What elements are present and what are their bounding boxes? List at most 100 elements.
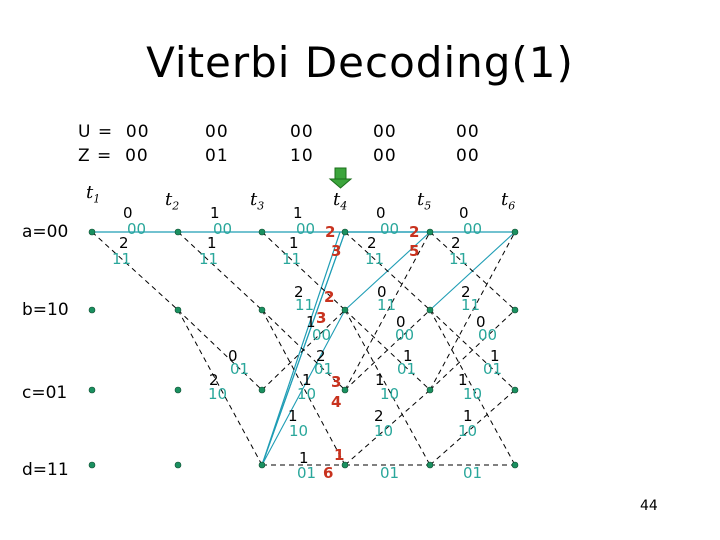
u-row-value: 00 — [290, 122, 314, 142]
branch-line — [177, 309, 263, 391]
codeword-label: 11 — [199, 250, 218, 268]
branch-metric-label: 1 — [288, 407, 298, 425]
branch-line — [261, 309, 346, 466]
path-metric-label: 3 — [331, 373, 341, 391]
z-row-value: 00 — [373, 146, 397, 166]
state-label-d: d=11 — [22, 460, 69, 480]
time-label-t6: t6 — [501, 189, 516, 213]
branch-metric-label: 0 — [123, 204, 133, 222]
branch-metric-label: 0 — [376, 204, 386, 222]
codeword-label: 01 — [297, 464, 316, 482]
branch-metric-label: 2 — [451, 234, 461, 252]
branch-metric-label: 2 — [374, 407, 384, 425]
codeword-label: 10 — [208, 385, 227, 403]
branch-metric-label: 2 — [294, 283, 304, 301]
branch-line — [344, 389, 431, 466]
branch-line — [261, 231, 346, 466]
branch-metric-label: 2 — [367, 234, 377, 252]
trellis-node — [511, 461, 519, 469]
codeword-label: 01 — [230, 360, 249, 378]
codeword-label: 11 — [282, 250, 301, 268]
trellis-node — [426, 386, 434, 394]
branch-metric-label: 0 — [396, 313, 406, 331]
trellis-node — [88, 306, 96, 314]
codeword-label: 11 — [112, 250, 131, 268]
branch-metric-label: 1 — [490, 347, 500, 365]
branch-line — [177, 231, 263, 311]
branch-line — [261, 231, 341, 466]
u-row-label: U = 00 — [78, 122, 150, 142]
codeword-label: 01 — [463, 464, 482, 482]
branch-metric-label: 1 — [375, 371, 385, 389]
branch-line — [429, 309, 516, 466]
branch-line — [344, 309, 431, 391]
z-row-value: 01 — [205, 146, 229, 166]
codeword-label: 00 — [213, 220, 232, 238]
branch-line — [429, 231, 516, 391]
trellis-node — [426, 461, 434, 469]
u-row-value: 00 — [205, 122, 229, 142]
path-metric-label: 4 — [331, 393, 341, 411]
branch-metric-label: 1 — [403, 347, 413, 365]
time-label-t3: t3 — [250, 189, 265, 213]
branch-metric-label: 1 — [299, 449, 309, 467]
trellis-node — [174, 386, 182, 394]
branch-line — [177, 309, 263, 466]
trellis-node — [341, 306, 349, 314]
branch-metric-label: 0 — [377, 283, 387, 301]
codeword-label: 01 — [483, 360, 502, 378]
codeword-label: 00 — [312, 326, 331, 344]
path-metric-label: 2 — [324, 288, 334, 306]
branch-line — [429, 309, 516, 391]
branch-line — [429, 389, 516, 466]
codeword-label: 00 — [463, 220, 482, 238]
path-metric-label: 1 — [334, 446, 344, 464]
trellis-node — [341, 386, 349, 394]
branch-metric-label: 0 — [228, 347, 238, 365]
codeword-label: 10 — [458, 422, 477, 440]
branch-metric-label: 0 — [476, 313, 486, 331]
branch-metric-label: 1 — [293, 204, 303, 222]
codeword-label: 00 — [380, 220, 399, 238]
u-row-value: 00 — [373, 122, 397, 142]
trellis-node — [174, 228, 182, 236]
branch-metric-label: 0 — [459, 204, 469, 222]
path-metric-label: 2 — [409, 223, 419, 241]
codeword-label: 10 — [380, 385, 399, 403]
branch-line — [261, 231, 346, 311]
branch-metric-label: 1 — [210, 204, 220, 222]
branch-metric-label: 1 — [463, 407, 473, 425]
codeword-label: 10 — [463, 385, 482, 403]
branch-metric-label: 2 — [316, 347, 326, 365]
codeword-label: 00 — [395, 326, 414, 344]
branch-line — [261, 309, 346, 391]
branch-line — [344, 231, 431, 311]
trellis-node — [88, 228, 96, 236]
state-label-a: a=00 — [22, 222, 69, 242]
state-label-b: b=10 — [22, 300, 69, 320]
codeword-label: 10 — [297, 385, 316, 403]
branch-metric-label: 1 — [289, 234, 299, 252]
branch-metric-label: 2 — [461, 283, 471, 301]
branch-line — [344, 309, 431, 466]
codeword-label: 00 — [478, 326, 497, 344]
trellis-node — [88, 386, 96, 394]
path-metric-label: 3 — [331, 242, 341, 260]
trellis-node — [511, 228, 519, 236]
trellis-node — [341, 461, 349, 469]
branch-metric-label: 2 — [209, 371, 219, 389]
codeword-label: 11 — [295, 296, 314, 314]
trellis-node — [174, 461, 182, 469]
u-row-value: 00 — [456, 122, 480, 142]
z-row-value: 10 — [290, 146, 314, 166]
trellis-node — [511, 386, 519, 394]
trellis-node — [88, 461, 96, 469]
current-step-arrow — [328, 167, 353, 189]
branch-metric-label: 1 — [207, 234, 217, 252]
trellis-node — [258, 306, 266, 314]
codeword-label: 10 — [289, 422, 308, 440]
codeword-label: 00 — [127, 220, 146, 238]
codeword-label: 01 — [314, 360, 333, 378]
time-label-t2: t2 — [165, 189, 180, 213]
trellis-node — [258, 386, 266, 394]
